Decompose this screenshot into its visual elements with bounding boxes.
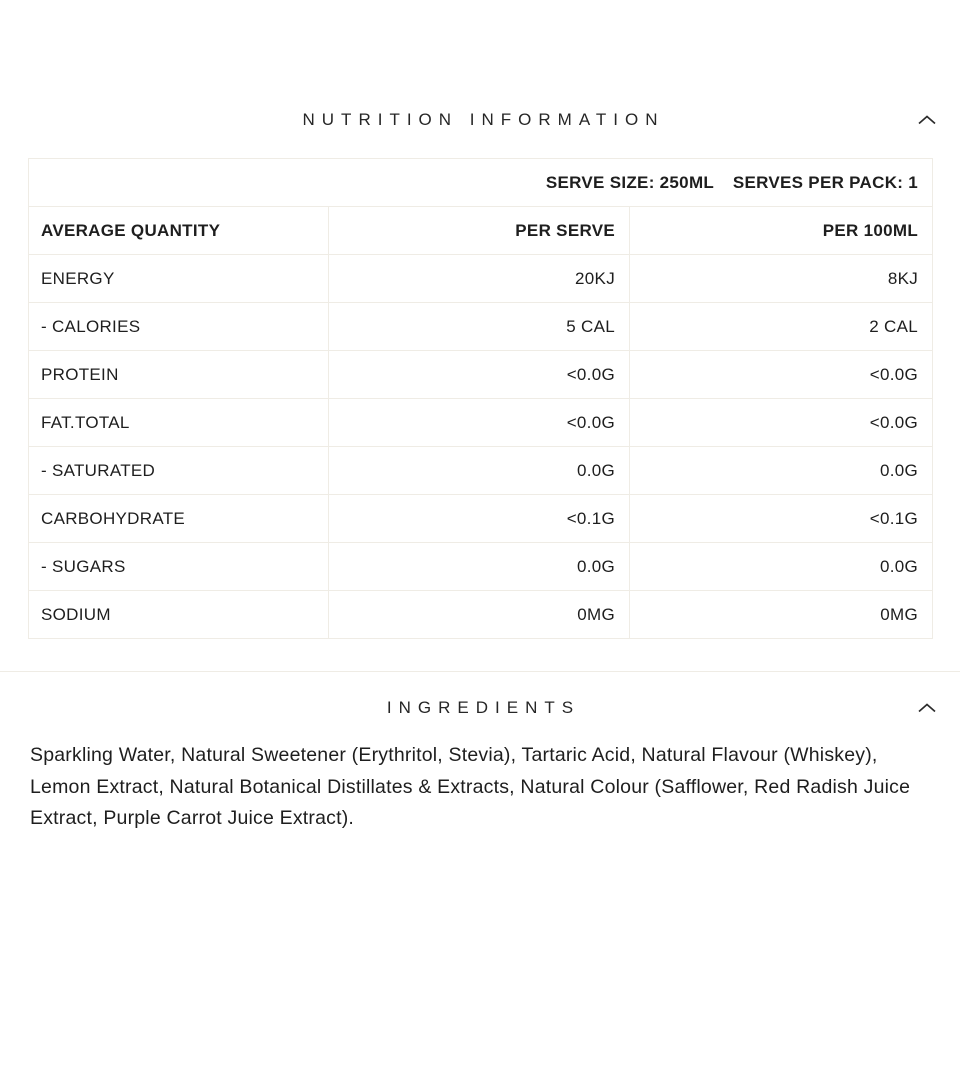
per-serve-cell: 5 CAL bbox=[328, 302, 630, 351]
row-label-cell: - CALORIES bbox=[28, 302, 329, 351]
per-serve-cell: 0.0G bbox=[328, 446, 630, 495]
serve-size-label: SERVE SIZE: 250ML bbox=[545, 172, 714, 192]
table-row: - SATURATED 0.0G 0.0G bbox=[28, 446, 934, 495]
per-100ml-cell: <0.0G bbox=[628, 398, 934, 447]
table-row: SODIUM 0MG 0MG bbox=[28, 590, 934, 639]
nutrition-table: SERVE SIZE: 250ML SERVES PER PACK: 1 AVE… bbox=[27, 158, 934, 639]
row-label-cell: ENERGY bbox=[28, 254, 329, 303]
per-100ml-cell: 0.0G bbox=[628, 446, 934, 495]
table-row: - SUGARS 0.0G 0.0G bbox=[28, 542, 934, 591]
nutrition-accordion-header[interactable]: NUTRITION INFORMATION bbox=[0, 108, 960, 132]
nutrition-table-body: ENERGY 20KJ 8KJ - CALORIES 5 CAL 2 CAL PROTEIN… bbox=[28, 254, 934, 639]
chevron-up-icon[interactable] bbox=[918, 703, 936, 713]
ingredients-text: Sparkling Water, Natural Sweetener (Eryt… bbox=[30, 744, 911, 829]
row-label-cell: CARBOHYDRATE bbox=[28, 494, 329, 543]
per-serve-cell: <0.1G bbox=[328, 494, 630, 543]
per-100ml-cell: 0MG bbox=[628, 590, 934, 639]
per-serve-cell: 20KJ bbox=[328, 254, 630, 303]
column-header-per-serve: PER SERVE bbox=[328, 206, 630, 255]
chevron-up-icon[interactable] bbox=[918, 115, 936, 125]
row-label-cell: FAT.TOTAL bbox=[28, 398, 329, 447]
serves-per-pack-label: SERVES PER PACK: 1 bbox=[732, 172, 919, 192]
ingredients-accordion-header[interactable]: INGREDIENTS bbox=[0, 696, 960, 720]
table-header-row: AVERAGE QUANTITY PER SERVE PER 100ML bbox=[28, 206, 934, 255]
row-label-cell: - SATURATED bbox=[28, 446, 329, 495]
per-serve-cell: <0.0G bbox=[328, 350, 630, 399]
table-row: ENERGY 20KJ 8KJ bbox=[28, 254, 934, 303]
per-serve-cell: <0.0G bbox=[328, 398, 630, 447]
section-divider bbox=[0, 671, 960, 672]
per-100ml-cell: <0.1G bbox=[628, 494, 934, 543]
per-100ml-cell: 2 CAL bbox=[628, 302, 934, 351]
per-serve-cell: 0.0G bbox=[328, 542, 630, 591]
serve-info-cell: SERVE SIZE: 250ML SERVES PER PACK: 1 bbox=[27, 158, 934, 207]
row-label-cell: SODIUM bbox=[28, 590, 329, 639]
table-row: - CALORIES 5 CAL 2 CAL bbox=[28, 302, 934, 351]
table-row: FAT.TOTAL <0.0G <0.0G bbox=[28, 398, 934, 447]
nutrition-section-title: NUTRITION INFORMATION bbox=[302, 110, 665, 129]
per-100ml-cell: <0.0G bbox=[628, 350, 934, 399]
per-100ml-cell: 8KJ bbox=[628, 254, 934, 303]
column-header-per-100ml: PER 100ML bbox=[628, 206, 934, 255]
per-serve-cell: 0MG bbox=[328, 590, 630, 639]
row-label-cell: PROTEIN bbox=[28, 350, 329, 399]
per-100ml-cell: 0.0G bbox=[628, 542, 934, 591]
row-label-cell: - SUGARS bbox=[28, 542, 329, 591]
serve-info-row: SERVE SIZE: 250ML SERVES PER PACK: 1 bbox=[27, 158, 934, 207]
table-row: PROTEIN <0.0G <0.0G bbox=[28, 350, 934, 399]
column-header-average-quantity: AVERAGE QUANTITY bbox=[28, 206, 329, 255]
ingredients-section-title: INGREDIENTS bbox=[386, 698, 581, 717]
table-row: CARBOHYDRATE <0.1G <0.1G bbox=[28, 494, 934, 543]
